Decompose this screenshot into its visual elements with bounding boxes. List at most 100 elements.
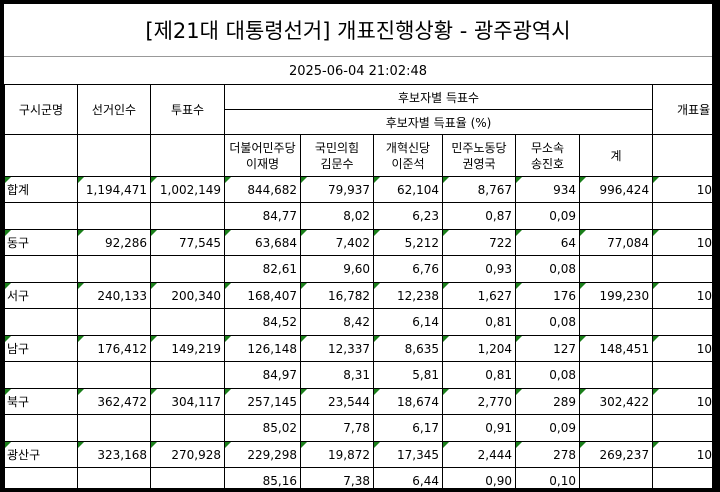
empty-cell	[652, 361, 712, 389]
rate-cell: 0,87	[442, 202, 516, 230]
district-name: 남구	[4, 335, 78, 362]
header-electors: 선거인수	[77, 84, 151, 135]
empty-cell	[4, 414, 78, 442]
empty-cell	[77, 308, 151, 336]
empty-cell	[150, 308, 225, 336]
empty-cell	[4, 361, 78, 389]
count-rate-cell: 100,0	[652, 176, 712, 203]
electors-cell: 240,133	[77, 282, 151, 309]
vote-cell: 722	[442, 229, 516, 256]
electors-cell: 362,472	[77, 388, 151, 415]
empty-cell	[4, 308, 78, 336]
table-row-votes: 합계 1,194,471 1,002,149 844,682 79,937 62,104 8…	[4, 176, 712, 203]
rate-cell: 0,09	[515, 414, 580, 442]
voters-cell: 77,545	[150, 229, 225, 256]
empty-cell	[77, 255, 151, 283]
table-row-votes: 광산구 323,168 270,928 229,298 19,872 17,345 2,44…	[4, 441, 712, 468]
vote-cell: 168,407	[224, 282, 301, 309]
vote-cell: 7,402	[300, 229, 374, 256]
voters-cell: 304,117	[150, 388, 225, 415]
empty-cell	[77, 414, 151, 442]
table-row-rates: 84,77 8,02 6,23 0,87 0,09	[4, 202, 712, 230]
rate-cell: 8,42	[300, 308, 374, 336]
vote-cell: 934	[515, 176, 580, 203]
empty-cell	[77, 202, 151, 230]
candidate-header: 국민의힘 김문수	[300, 134, 374, 177]
vote-cell: 257,145	[224, 388, 301, 415]
candidate-name: 이재명	[245, 156, 280, 171]
rate-cell: 85,02	[224, 414, 301, 442]
empty-cell	[150, 414, 225, 442]
candidate-party: 무소속	[530, 140, 565, 155]
table-row-votes: 남구 176,412 149,219 126,148 12,337 8,635 1,204 1…	[4, 335, 712, 362]
rate-cell: 8,02	[300, 202, 374, 230]
rate-cell: 0,09	[515, 202, 580, 230]
vote-cell: 8,767	[442, 176, 516, 203]
empty-cell	[4, 202, 78, 230]
total-cell: 199,230	[578, 282, 654, 309]
vote-cell: 12,337	[300, 335, 374, 362]
voters-cell: 149,219	[150, 335, 225, 362]
vote-cell: 844,682	[224, 176, 301, 203]
rate-cell: 0,81	[442, 308, 516, 336]
header-voters: 투표수	[150, 84, 225, 135]
empty-cell	[150, 202, 225, 230]
empty-cell	[578, 308, 654, 336]
header-empty-cell	[652, 134, 712, 177]
rate-cell: 6,17	[373, 414, 443, 442]
header-count-rate: 개표율	[652, 84, 712, 135]
vote-cell: 2,444	[442, 441, 516, 468]
page-title: [제21대 대통령선거] 개표진행상황 - 광주광역시	[4, 4, 712, 57]
results-sheet: [제21대 대통령선거] 개표진행상황 - 광주광역시 2025-06-04 2…	[4, 4, 712, 488]
empty-cell	[150, 361, 225, 389]
table-row-rates: 82,61 9,60 6,76 0,93 0,08	[4, 255, 712, 283]
vote-cell: 8,635	[373, 335, 443, 362]
voters-cell: 270,928	[150, 441, 225, 468]
header-row-1: 구시군명 선거인수 투표수 후보자별 득표수 개표율	[4, 84, 712, 135]
vote-cell: 289	[515, 388, 580, 415]
vote-cell: 63,684	[224, 229, 301, 256]
rate-cell: 6,44	[373, 467, 443, 488]
empty-cell	[77, 361, 151, 389]
empty-cell	[4, 467, 78, 488]
vote-cell: 64	[515, 229, 580, 256]
table-row-rates: 84,52 8,42 6,14 0,81 0,08	[4, 308, 712, 336]
vote-cell: 176	[515, 282, 580, 309]
total-cell: 77,084	[578, 229, 654, 256]
rate-cell: 84,97	[224, 361, 301, 389]
rate-cell: 0,08	[515, 361, 580, 389]
candidate-name: 이준석	[391, 156, 425, 171]
candidate-party: 개혁신당	[385, 140, 431, 155]
rate-cell: 6,14	[373, 308, 443, 336]
vote-cell: 1,627	[442, 282, 516, 309]
empty-cell	[652, 414, 712, 442]
vote-cell: 2,770	[442, 388, 516, 415]
empty-cell	[77, 467, 151, 488]
rate-cell: 9,60	[300, 255, 374, 283]
empty-cell	[578, 202, 654, 230]
update-timestamp: 2025-06-04 21:02:48	[4, 58, 712, 85]
table-row-rates: 85,02 7,78 6,17 0,91 0,09	[4, 414, 712, 442]
candidate-header: 무소속 송진호	[515, 134, 580, 177]
vote-cell: 19,872	[300, 441, 374, 468]
rate-cell: 0,90	[442, 467, 516, 488]
candidate-header: 민주노동당 권영국	[442, 134, 516, 177]
vote-cell: 126,148	[224, 335, 301, 362]
electors-cell: 1,194,471	[77, 176, 151, 203]
candidate-header: 더불어민주당 이재명	[224, 134, 301, 177]
empty-cell	[578, 255, 654, 283]
empty-cell	[578, 361, 654, 389]
vote-cell: 17,345	[373, 441, 443, 468]
table-row-votes: 서구 240,133 200,340 168,407 16,782 12,238 1,627…	[4, 282, 712, 309]
rate-cell: 0,08	[515, 255, 580, 283]
district-name: 서구	[4, 282, 78, 309]
empty-cell	[4, 255, 78, 283]
empty-cell	[150, 467, 225, 488]
header-row-2: 후보자별 득표율 (%)	[5, 109, 713, 135]
district-name: 합계	[4, 176, 78, 203]
rate-cell: 7,38	[300, 467, 374, 488]
voters-cell: 1,002,149	[150, 176, 225, 203]
vote-cell: 23,544	[300, 388, 374, 415]
vote-cell: 229,298	[224, 441, 301, 468]
header-row-candidates: 더불어민주당 이재명 국민의힘 김문수 개혁신당 이준석 민주노동당 권영국 무소속 송진…	[4, 134, 712, 177]
